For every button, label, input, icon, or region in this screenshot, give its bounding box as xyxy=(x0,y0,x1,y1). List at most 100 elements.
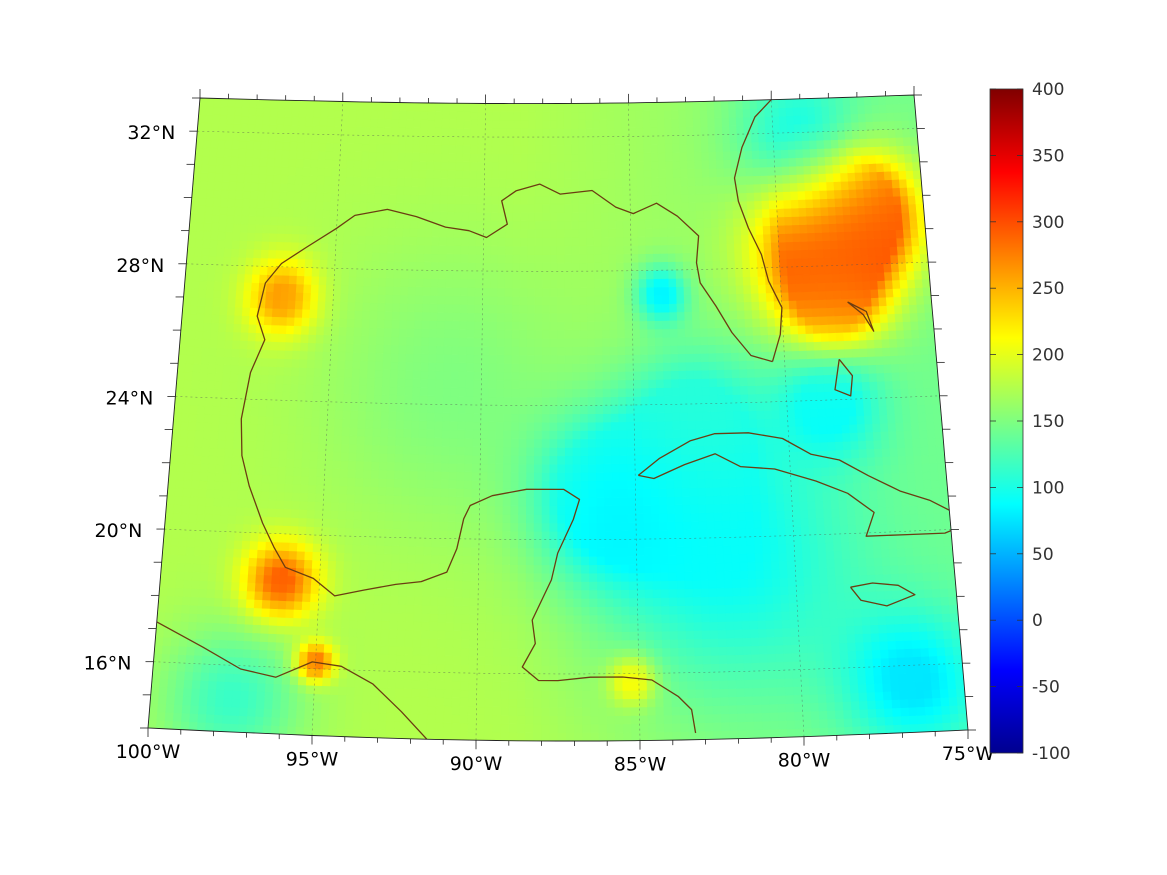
field-cell xyxy=(603,446,612,456)
field-cell xyxy=(605,614,615,624)
field-cell xyxy=(502,547,511,557)
field-cell xyxy=(274,524,284,535)
field-cell xyxy=(281,408,290,418)
field-cell xyxy=(617,362,627,372)
field-cell xyxy=(370,285,379,295)
field-cell xyxy=(639,723,649,733)
field-cell xyxy=(599,136,608,146)
field-cell xyxy=(292,216,301,227)
field-cell xyxy=(206,180,216,191)
field-cell xyxy=(269,224,279,234)
field-cell xyxy=(615,220,624,230)
field-cell xyxy=(430,554,440,564)
field-cell xyxy=(285,208,294,218)
field-cell xyxy=(170,537,180,547)
field-cell xyxy=(541,505,551,515)
field-cell xyxy=(589,606,599,616)
field-cell xyxy=(346,326,355,337)
field-cell xyxy=(527,170,536,180)
field-cell xyxy=(194,538,204,548)
field-cell xyxy=(200,355,210,365)
field-cell xyxy=(541,430,551,440)
field-cell xyxy=(217,139,226,149)
field-cell xyxy=(307,208,316,219)
field-cell xyxy=(222,82,230,91)
field-cell xyxy=(161,653,171,663)
field-cell xyxy=(178,437,188,448)
field-cell xyxy=(484,647,494,658)
field-cell xyxy=(240,331,249,342)
field-cell xyxy=(310,425,320,436)
field-cell xyxy=(489,329,498,339)
field-cell xyxy=(407,529,417,539)
field-cell xyxy=(516,698,526,708)
field-cell xyxy=(483,178,493,188)
field-cell xyxy=(200,164,210,174)
field-cell xyxy=(357,427,366,437)
field-cell xyxy=(411,169,420,179)
field-cell xyxy=(386,695,396,706)
field-cell xyxy=(194,430,204,440)
field-cell xyxy=(320,534,330,545)
field-cell xyxy=(466,337,475,347)
field-cell xyxy=(416,253,425,263)
field-cell xyxy=(228,281,238,291)
field-cell xyxy=(377,494,387,505)
field-cell xyxy=(220,622,230,633)
field-cell xyxy=(427,102,436,112)
field-cell xyxy=(480,387,490,398)
field-cell xyxy=(459,697,469,707)
field-cell xyxy=(410,445,420,455)
field-cell xyxy=(322,84,330,93)
field-cell xyxy=(175,204,185,215)
field-cell xyxy=(250,182,260,192)
field-cell xyxy=(623,723,633,733)
field-cell xyxy=(205,713,216,724)
field-cell xyxy=(618,446,628,456)
field-cell xyxy=(398,328,408,338)
field-cell xyxy=(202,147,211,157)
field-cell xyxy=(276,124,285,134)
field-cell xyxy=(330,501,340,512)
field-cell xyxy=(158,486,169,497)
field-cell xyxy=(151,486,161,496)
field-cell xyxy=(492,111,501,121)
field-cell xyxy=(207,172,216,182)
field-cell xyxy=(316,476,325,486)
field-cell xyxy=(194,338,204,348)
field-cell xyxy=(244,165,253,175)
field-cell xyxy=(330,510,339,520)
field-cell xyxy=(442,387,452,397)
field-cell xyxy=(377,729,387,739)
field-cell xyxy=(487,429,497,440)
field-cell xyxy=(350,410,359,420)
field-cell xyxy=(486,547,496,557)
field-cell xyxy=(494,497,504,507)
field-cell xyxy=(572,405,581,415)
field-cell xyxy=(492,706,502,716)
field-cell xyxy=(388,194,398,204)
field-cell xyxy=(468,664,478,674)
field-cell xyxy=(170,346,180,356)
field-cell xyxy=(431,236,440,246)
field-cell xyxy=(217,331,227,341)
field-cell xyxy=(299,500,309,511)
field-cell xyxy=(201,155,211,166)
field-cell xyxy=(557,682,567,691)
field-cell xyxy=(606,102,615,112)
field-cell xyxy=(274,383,284,393)
field-cell xyxy=(464,438,474,448)
field-cell xyxy=(253,482,263,492)
field-cell xyxy=(325,610,335,620)
field-cell xyxy=(622,690,632,700)
field-cell xyxy=(178,537,188,547)
field-cell xyxy=(637,647,647,658)
field-cell xyxy=(413,328,423,338)
field-cell xyxy=(223,156,232,166)
field-cell xyxy=(394,712,404,723)
field-cell xyxy=(380,210,390,220)
field-cell xyxy=(460,270,469,280)
field-cell xyxy=(311,409,321,419)
field-cell xyxy=(286,592,296,602)
field-cell xyxy=(512,296,521,306)
